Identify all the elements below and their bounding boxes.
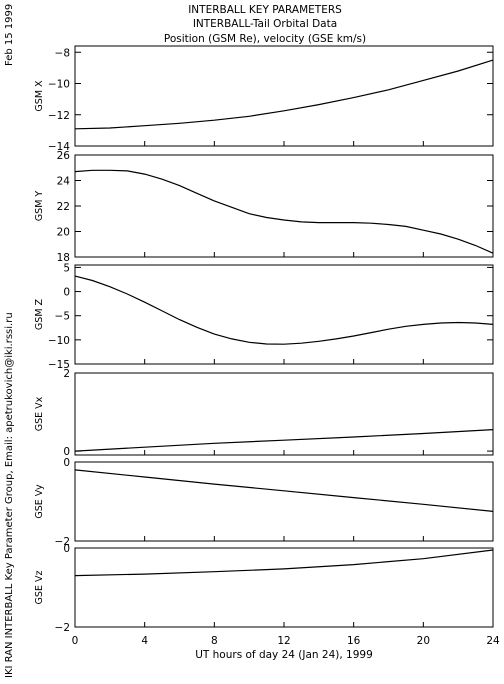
x-axis: 0 4 8 12 16 20 24 — [72, 635, 500, 647]
panel-gsm-x: −14 −12 −10 −8 GSM X — [34, 45, 494, 153]
x-tick-label: 20 — [417, 635, 430, 647]
series-line-gsm-y — [74, 169, 494, 254]
header: INTERBALL KEY PARAMETERS INTERBALL-Tail … — [164, 4, 366, 45]
panel-gse-vz: −2 0 GSE Vz — [34, 543, 494, 634]
x-tick-label: 4 — [141, 635, 148, 647]
panel-frame — [74, 154, 494, 258]
y-tick-label: −2 — [55, 536, 70, 548]
series-line-gse-vy — [74, 469, 494, 512]
x-tick-label: 12 — [277, 635, 290, 647]
y-tick-label: 20 — [57, 227, 70, 239]
y-tick-label: 26 — [57, 150, 71, 162]
y-tick-label: −14 — [48, 141, 70, 153]
y-tick-label: 2 — [63, 368, 70, 380]
y-axis-label: GSM X — [34, 80, 45, 112]
title-line-2: INTERBALL-Tail Orbital Data — [193, 18, 337, 30]
y-tick-label: 0 — [63, 457, 70, 469]
series-line-gsm-z — [74, 275, 494, 345]
panel-frame — [74, 264, 494, 365]
y-tick-label: 18 — [57, 252, 70, 264]
series-line-gse-vx — [74, 429, 494, 452]
y-axis-label: GSM Z — [34, 298, 45, 330]
y-tick-label: −5 — [55, 311, 70, 323]
side-date-label: Feb 15 1999 — [4, 4, 15, 66]
x-axis-label: UT hours of day 24 (Jan 24), 1999 — [195, 649, 373, 661]
y-tick-label: −12 — [48, 110, 70, 122]
panel-gse-vy: −2 0 GSE Vy — [34, 457, 494, 548]
series-line-gse-vz — [74, 549, 494, 577]
y-tick-label: 0 — [63, 543, 70, 555]
panel-frame — [74, 372, 494, 456]
x-tick-label: 8 — [211, 635, 218, 647]
y-axis-label: GSE Vz — [34, 571, 45, 605]
x-tick-label: 0 — [72, 635, 79, 647]
y-tick-label: −15 — [48, 359, 70, 371]
y-tick-label: −2 — [55, 622, 70, 634]
y-axis-label: GSE Vy — [34, 484, 45, 519]
title-line-1: INTERBALL KEY PARAMETERS — [188, 4, 342, 16]
y-tick-label: 5 — [63, 262, 70, 274]
panel-frame — [74, 547, 494, 628]
y-tick-label: 0 — [63, 287, 70, 299]
x-tick-label: 16 — [347, 635, 361, 647]
side-credit-label: IKI RAN INTERBALL Key Parameter Group, E… — [4, 312, 15, 678]
y-tick-label: 22 — [57, 201, 70, 213]
y-axis-label: GSE Vx — [34, 396, 45, 431]
title-line-3: Position (GSM Re), velocity (GSE km/s) — [164, 33, 366, 45]
y-tick-label: −10 — [48, 335, 70, 347]
panel-gse-vx: 0 2 GSE Vx — [34, 368, 494, 458]
panel-frame — [74, 461, 494, 542]
y-tick-label: 24 — [57, 176, 71, 188]
y-tick-label: −8 — [55, 47, 70, 59]
series-line-gsm-x — [74, 59, 494, 130]
y-tick-label: 0 — [63, 446, 70, 458]
y-tick-label: −10 — [48, 79, 70, 91]
panel-frame — [74, 45, 494, 147]
panel-gsm-y: 18 20 22 24 26 GSM Y — [34, 150, 494, 264]
x-tick-label: 24 — [486, 635, 500, 647]
y-axis-label: GSM Y — [34, 191, 45, 222]
panel-gsm-z: −15 −10 −5 0 5 GSM Z — [34, 262, 494, 371]
